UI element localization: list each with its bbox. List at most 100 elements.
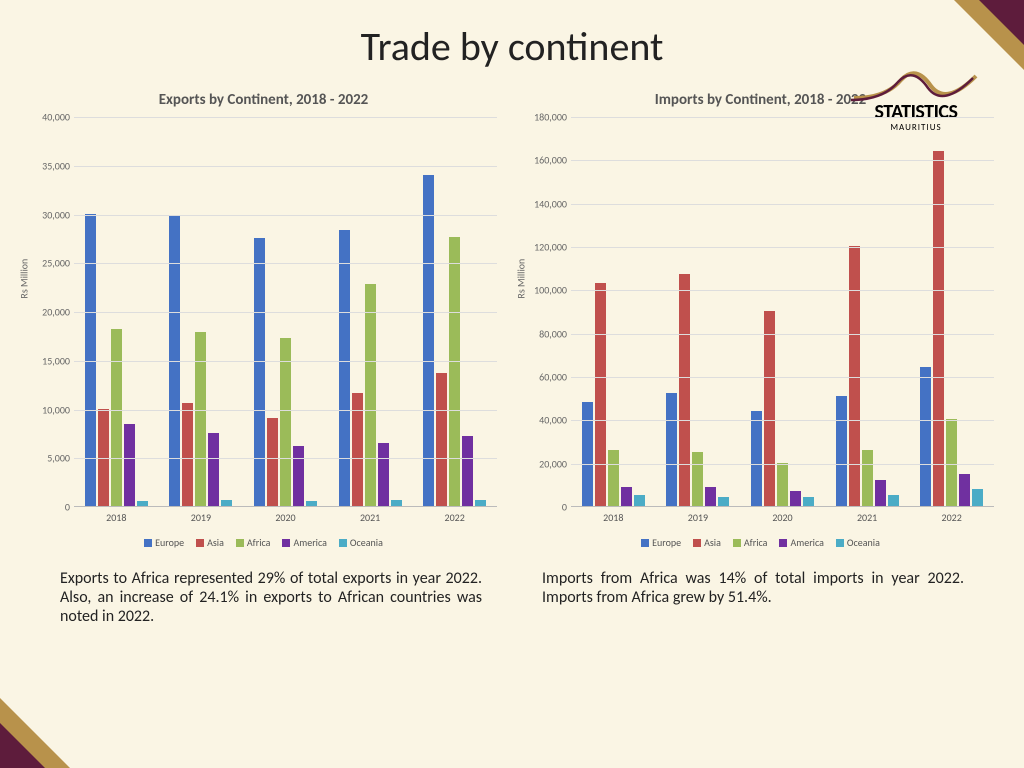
legend-swatch [641,539,649,547]
legend-label: Europe [652,536,681,549]
bar-europe [339,230,350,506]
y-tick: 160,000 [534,154,567,167]
y-tick: 140,000 [534,197,567,210]
bar-europe [254,238,265,506]
y-tick: 0 [65,501,70,514]
legend-item: Oceania [339,536,383,549]
imports-y-label: Rs Million [515,259,528,299]
bar-africa [111,329,122,506]
bar-asia [98,409,109,507]
x-label: 2018 [571,507,656,524]
gridline [571,160,994,161]
gridline [571,420,994,421]
bar-america [293,446,304,506]
bar-europe [423,175,434,507]
bar-europe [920,367,931,506]
bar-africa [862,450,873,506]
imports-x-labels: 20182019202020212022 [571,507,994,524]
bar-america [208,433,219,506]
exports-chart-title: Exports by Continent, 2018 - 2022 [30,91,497,109]
legend-item: Africa [733,536,768,549]
legend-item: America [282,536,326,549]
exports-caption: Exports to Africa represented 29% of tot… [60,569,482,626]
legend-item: Europe [641,536,681,549]
bar-asia [764,311,775,506]
imports-caption: Imports from Africa was 14% of total imp… [542,569,964,626]
bar-oceania [972,489,983,506]
legend-swatch [693,539,701,547]
gridline [571,464,994,465]
x-label: 2019 [656,507,741,524]
bar-asia [849,246,860,506]
legend-label: Africa [247,536,271,549]
gridline [74,458,497,459]
bar-oceania [634,495,645,506]
bar-america [378,443,389,506]
legend-label: America [293,536,326,549]
legend-swatch [196,539,204,547]
corner-decoration-bl [0,698,70,768]
gridline [74,263,497,264]
bar-oceania [475,500,486,506]
legend-swatch [836,539,844,547]
y-tick: 80,000 [539,327,567,340]
charts-row: Exports by Continent, 2018 - 2022 Rs Mil… [0,71,1024,549]
legend-label: Asia [207,536,224,549]
bar-oceania [306,501,317,506]
legend-label: Asia [704,536,721,549]
exports-y-label: Rs Million [18,259,31,299]
bar-oceania [888,495,899,506]
imports-plot [571,117,994,507]
bar-oceania [718,497,729,506]
bar-america [621,487,632,507]
x-label: 2022 [909,507,994,524]
bar-africa [280,338,291,506]
bar-africa [608,450,619,506]
legend-item: Asia [693,536,721,549]
gridline [571,334,994,335]
bar-africa [449,237,460,506]
bar-asia [679,274,690,506]
gridline [74,215,497,216]
exports-chart: Exports by Continent, 2018 - 2022 Rs Mil… [30,91,497,549]
y-tick: 0 [562,501,567,514]
y-tick: 40,000 [539,414,567,427]
gridline [74,166,497,167]
bar-africa [365,284,376,506]
bar-europe [85,214,96,507]
imports-chart: Imports by Continent, 2018 - 2022 Rs Mil… [527,91,994,549]
bar-africa [777,463,788,506]
x-label: 2019 [159,507,244,524]
gridline [571,117,994,118]
legend-swatch [144,539,152,547]
y-tick: 100,000 [534,284,567,297]
bar-oceania [803,497,814,506]
gridline [571,204,994,205]
bar-africa [195,332,206,506]
x-label: 2021 [825,507,910,524]
x-label: 2020 [740,507,825,524]
imports-y-axis: Rs Million 020,00040,00060,00080,000100,… [527,117,571,507]
y-tick: 180,000 [534,111,567,124]
bar-asia [267,418,278,506]
legend-item: Africa [236,536,271,549]
y-tick: 5,000 [47,452,70,465]
bar-europe [751,411,762,506]
logo-curve-icon [846,68,986,104]
y-tick: 15,000 [42,354,70,367]
year-group [571,117,656,506]
legend-swatch [282,539,290,547]
bar-america [790,491,801,506]
legend-swatch [733,539,741,547]
gridline [74,361,497,362]
bar-europe [836,396,847,507]
y-tick: 20,000 [539,457,567,470]
exports-legend: EuropeAsiaAfricaAmericaOceania [30,536,497,549]
bar-asia [436,373,447,506]
bar-oceania [391,500,402,506]
y-tick: 30,000 [42,208,70,221]
exports-y-axis: Rs Million 05,00010,00015,00020,00025,00… [30,117,74,507]
bar-asia [182,403,193,506]
legend-item: Oceania [836,536,880,549]
y-tick: 20,000 [42,306,70,319]
